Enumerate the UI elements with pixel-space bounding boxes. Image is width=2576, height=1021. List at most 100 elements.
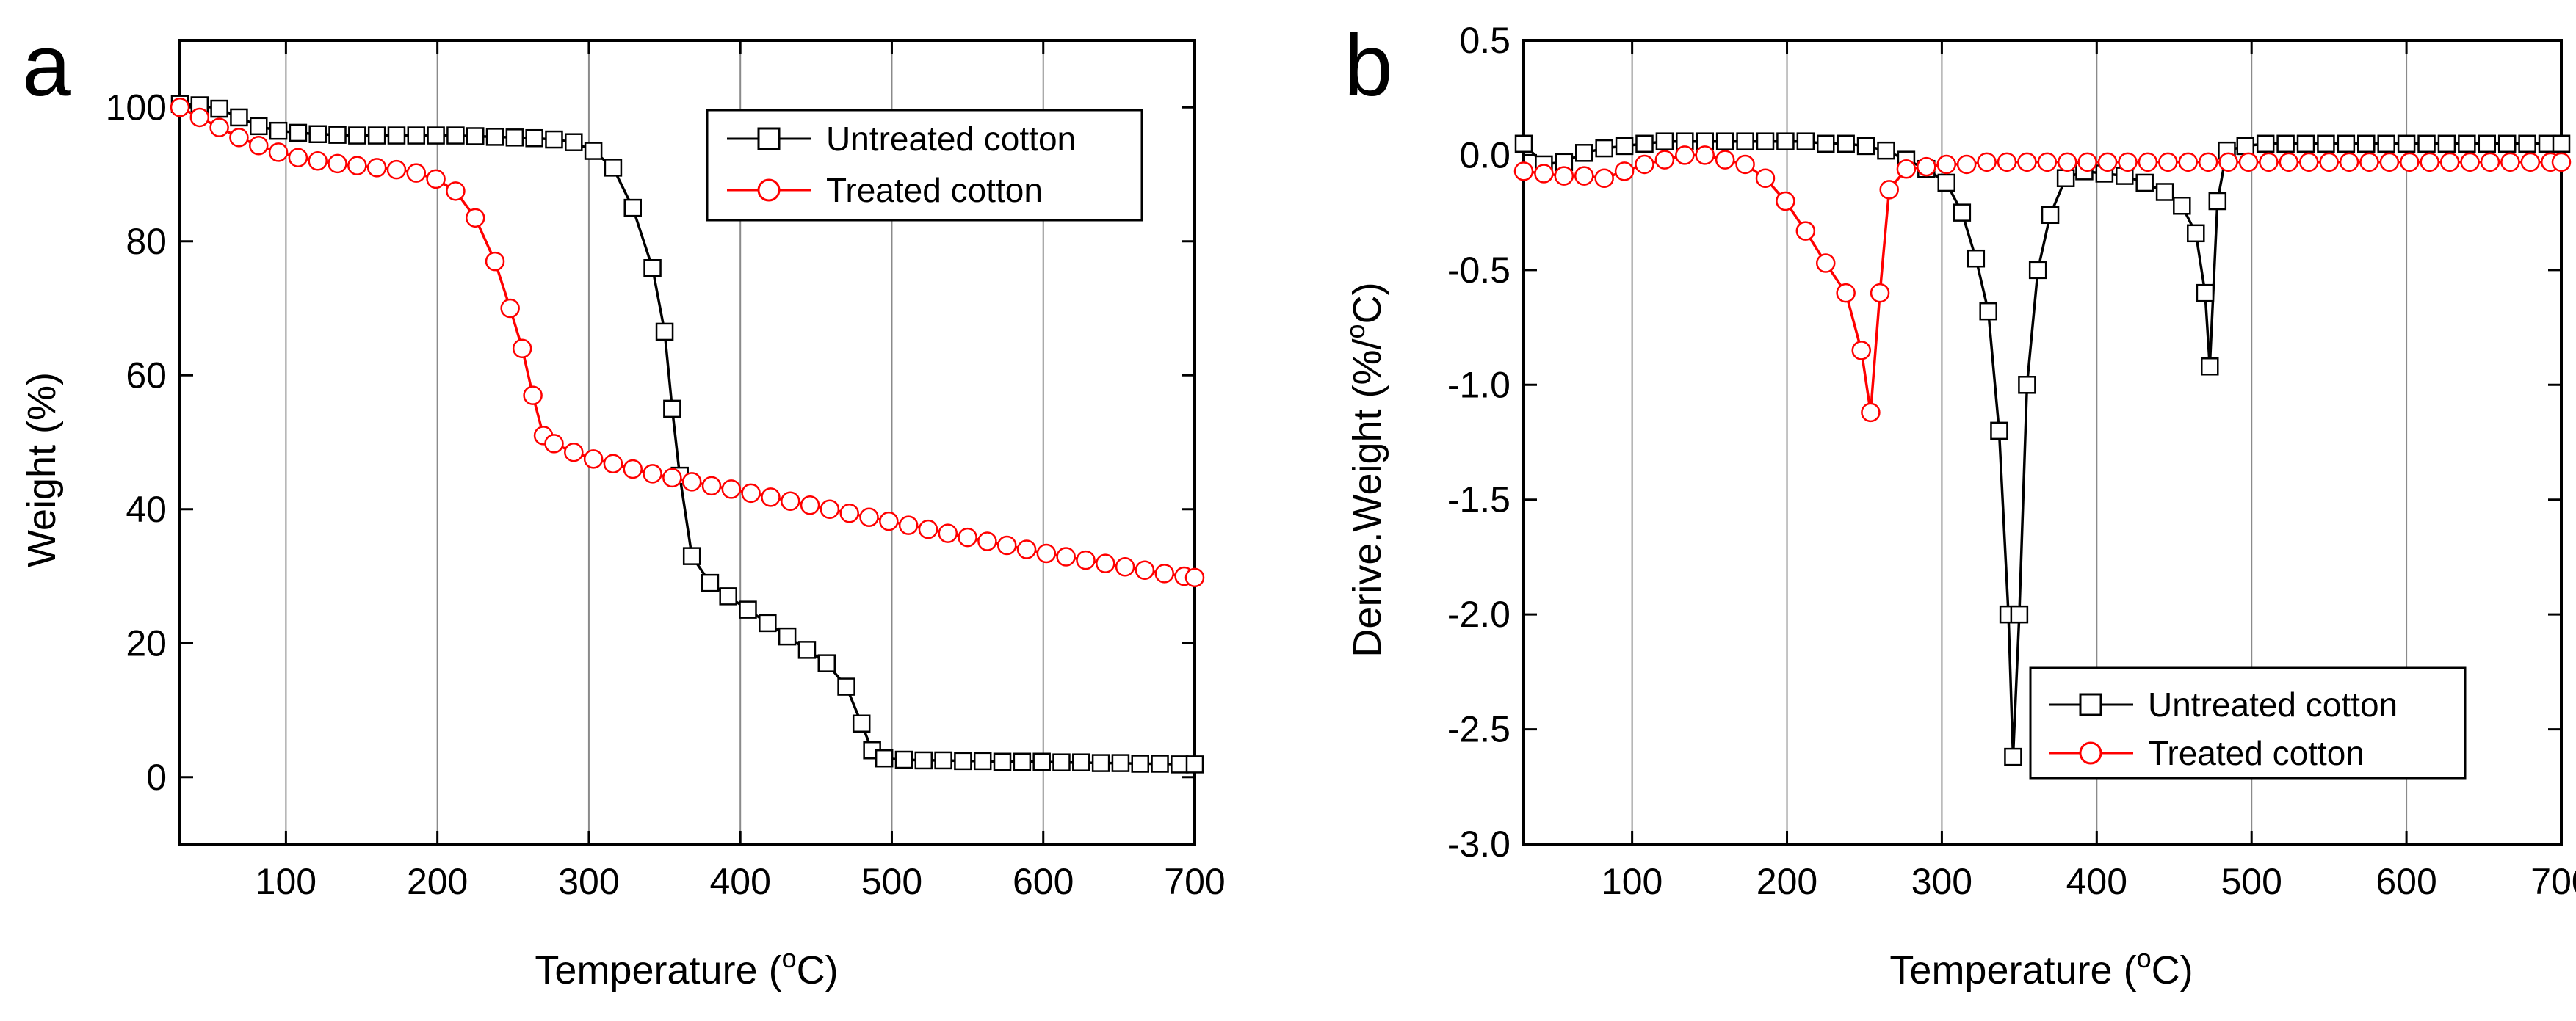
- panel-b-point-treated: [2279, 152, 2299, 172]
- panel-b-point-treated: [2460, 152, 2480, 172]
- panel-a-point-untreated: [545, 130, 563, 149]
- panel-b-legend-box: [2029, 666, 2467, 780]
- panel-a-point-untreated: [308, 125, 327, 143]
- panel-a-point-treated: [446, 181, 466, 201]
- panel-a-point-untreated: [759, 614, 777, 633]
- panel-a-point-untreated: [407, 126, 426, 145]
- panel-b-point-treated: [2218, 152, 2238, 172]
- panel-a-point-treated: [996, 535, 1017, 556]
- panel-a-point-treated: [898, 515, 919, 535]
- panel-b-point-treated: [1715, 150, 1735, 170]
- panel-a-legend-label-treated: Treated cotton: [826, 171, 1043, 209]
- panel-a-point-treated: [977, 531, 997, 551]
- panel-a-point-untreated: [250, 117, 268, 136]
- panel-a-point-treated: [839, 503, 859, 523]
- panel-b-point-treated: [1936, 154, 1956, 175]
- panel-a-point-untreated: [446, 126, 465, 145]
- panel-a-legend: Untreated cotton Treated cotton: [706, 109, 1143, 222]
- panel-a-point-treated: [288, 148, 308, 167]
- panel-a-point-untreated: [348, 126, 366, 145]
- panel-b-point-treated: [2238, 152, 2259, 172]
- panel-b-point-treated: [1574, 166, 1594, 186]
- panel-b-point-untreated: [2010, 605, 2029, 624]
- panel-b-point-treated: [1635, 154, 1654, 175]
- panel-a-x-tick-label: 700: [1164, 861, 1225, 902]
- panel-a-point-treated: [229, 128, 249, 148]
- panel-a-point-treated: [544, 434, 564, 454]
- panel-b-point-untreated: [2018, 376, 2036, 394]
- panel-b-point-untreated: [1655, 132, 1674, 150]
- panel-b-point-treated: [1735, 154, 1755, 175]
- panel-b-point-treated: [2339, 152, 2359, 172]
- panel-a-point-untreated: [973, 752, 992, 771]
- panel-b-y-tick-label: -0.5: [1447, 250, 1510, 291]
- panel-a-point-treated: [426, 169, 446, 189]
- panel-b-point-untreated: [1856, 137, 1875, 156]
- panel-a-point-untreated: [387, 126, 406, 145]
- panel-b-point-treated: [1977, 152, 1997, 172]
- panel-b-point-untreated: [2187, 224, 2205, 243]
- panel-b-y-tick-label: -2.5: [1447, 709, 1510, 750]
- panel-b-point-treated: [2097, 152, 2118, 172]
- panel-a-x-tick-label: 600: [1013, 861, 1074, 902]
- panel-a-point-treated: [662, 468, 682, 488]
- panel-a-point-treated: [603, 454, 623, 473]
- panel-a-point-treated: [465, 208, 485, 228]
- panel-b-point-untreated: [2201, 357, 2219, 376]
- panel-a-point-treated: [643, 464, 662, 484]
- panel-a-point-untreated: [584, 142, 603, 160]
- panel-b-point-treated: [1614, 161, 1635, 181]
- panel-b-point-untreated: [1736, 132, 1754, 150]
- panel-b-point-treated: [1513, 161, 1534, 181]
- panel-a-point-treated: [741, 483, 761, 504]
- panel-a-point-untreated: [1185, 755, 1204, 774]
- panel-a-point-untreated: [1151, 755, 1169, 773]
- panel-b-point-untreated: [1990, 421, 2008, 440]
- panel-b-point-untreated: [2377, 134, 2395, 153]
- panel-a-y-tick-label: 80: [126, 221, 167, 262]
- panel-a-point-untreated: [485, 128, 504, 146]
- panel-a-point-treated: [701, 476, 722, 496]
- panel-b-series-line-untreated: [1522, 139, 2561, 757]
- panel-b-point-treated: [2520, 152, 2541, 172]
- panel-b-point-untreated: [2397, 134, 2416, 153]
- panel-b-point-untreated: [2004, 747, 2022, 766]
- panel-a-point-treated: [268, 142, 289, 162]
- panel-b-point-treated: [1870, 283, 1890, 303]
- panel-b-point-untreated: [2518, 134, 2536, 153]
- panel-a-ticks: 100 200 300 400 500 600 700 0 20 40 60 80 100: [106, 40, 1226, 902]
- panel-a-weight-chart: a 100 200 300 400 500 600 700 0 20 40 60 80 100 Temp…: [20, 16, 1226, 992]
- panel-a-point-treated: [500, 298, 520, 319]
- panel-b-point-treated: [1896, 159, 1917, 179]
- panel-b-point-treated: [2077, 152, 2097, 172]
- panel-b-point-treated: [2500, 152, 2520, 172]
- panel-b-point-treated: [1851, 341, 1872, 360]
- panel-a-series: [170, 95, 1205, 774]
- panel-b-point-treated: [2298, 152, 2319, 172]
- panel-a-y-axis-title: Weight (%): [20, 372, 64, 567]
- panel-b-point-untreated: [2028, 261, 2047, 280]
- panel-a-point-untreated: [230, 108, 248, 127]
- panel-a-point-treated: [406, 163, 427, 183]
- panel-b-point-untreated: [2276, 134, 2295, 153]
- panel-b-point-treated: [1695, 145, 1715, 165]
- panel-b-point-untreated: [2173, 197, 2191, 215]
- panel-b-series: [1513, 132, 2572, 766]
- panel-a-point-untreated: [682, 547, 701, 565]
- panel-a-point-untreated: [643, 259, 662, 277]
- panel-a-point-treated: [485, 251, 505, 272]
- panel-a-x-tick-label: 100: [256, 861, 316, 902]
- panel-a-point-untreated: [817, 654, 836, 672]
- panel-a-point-treated: [1096, 553, 1115, 573]
- panel-b-point-treated: [2359, 152, 2379, 172]
- panel-b-point-treated: [2551, 152, 2572, 172]
- panel-b-point-untreated: [1953, 203, 1972, 222]
- panel-b-y-tick-label: 0.5: [1459, 20, 1510, 61]
- panel-a-point-treated: [1115, 556, 1135, 577]
- panel-a-legend-marker-untreated: [757, 127, 781, 150]
- panel-b-point-treated: [1795, 221, 1816, 241]
- panel-b-y-tick-label: -3.0: [1447, 824, 1510, 865]
- panel-b-derivative-chart: b 100 200 300 400 500 600 700 -3.0 -2.5 -2.0 -1.5 -…: [1340, 16, 2576, 992]
- panel-b-point-treated: [1554, 166, 1574, 186]
- panel-b-point-untreated: [2417, 134, 2436, 153]
